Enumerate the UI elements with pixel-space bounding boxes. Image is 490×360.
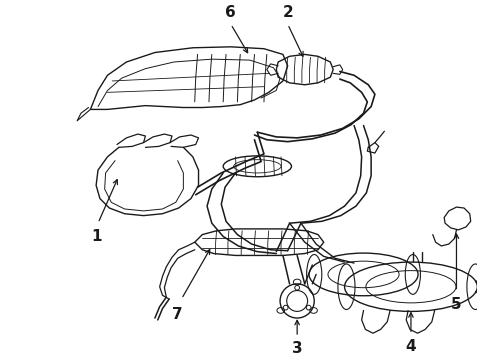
Text: 4: 4 (406, 339, 416, 354)
Text: 3: 3 (292, 341, 302, 356)
Text: 2: 2 (282, 5, 293, 20)
Text: 5: 5 (451, 297, 462, 312)
Text: 7: 7 (172, 307, 183, 321)
Text: 6: 6 (225, 5, 236, 20)
Text: 1: 1 (91, 229, 101, 244)
